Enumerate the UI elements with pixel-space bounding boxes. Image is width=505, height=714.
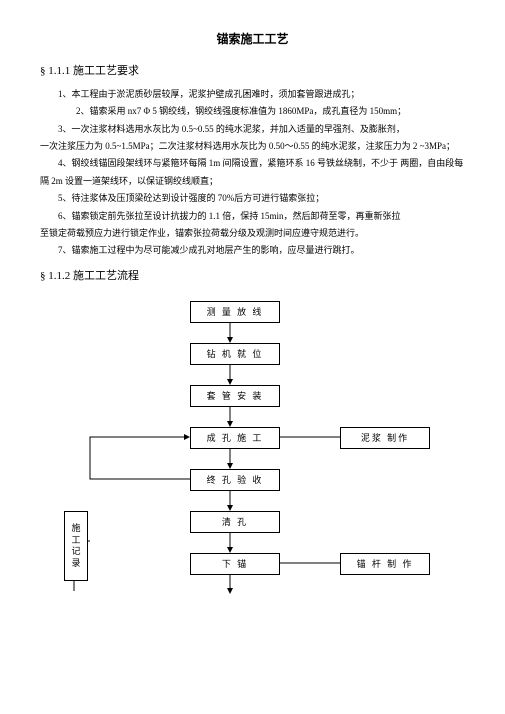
- node-rig: 钻 机 就 位: [190, 343, 280, 365]
- sec1-heading: § 1.1.1 施工工艺要求: [40, 63, 465, 81]
- sec1-p6a: 6、锚索锁定前先张拉至设计抗拔力的 1.1 倍，保持 15min，然后卸荷至零，…: [40, 209, 465, 223]
- sec2-heading: § 1.1.2 施工工艺流程: [40, 268, 465, 286]
- sec1-p3a: 3、一次注浆材料选用水灰比为 0.5~0.55 的纯水泥浆，并加入适量的早强剂、…: [40, 122, 465, 136]
- sec1-p6b: 至锁定荷载预应力进行锁定作业，锚索张拉荷载分级及观测时间应遵守规范进行。: [40, 226, 465, 240]
- node-verify: 终 孔 验 收: [190, 469, 280, 491]
- node-record: 施工记录: [64, 511, 88, 581]
- sec1-p2: 2、锚索采用 nx7 Φ 5 钢绞线，钢绞线强度标准值为 1860MPa，成孔直…: [76, 104, 465, 118]
- flowchart: 测 量 放 线钻 机 就 位套 管 安 装成 孔 施 工终 孔 验 收清 孔下 …: [40, 293, 465, 613]
- node-casing: 套 管 安 装: [190, 385, 280, 407]
- node-anchor-make: 锚 杆 制 作: [340, 553, 430, 575]
- sec1-p5: 5、待注浆体及压顶梁砼达到设计强度的 70%后方可进行锚索张拉；: [40, 191, 465, 205]
- node-measure: 测 量 放 线: [190, 301, 280, 323]
- node-anchor: 下 锚: [190, 553, 280, 575]
- node-hole: 成 孔 施 工: [190, 427, 280, 449]
- node-clean: 清 孔: [190, 511, 280, 533]
- sec1-p1: 1、本工程由于淤泥质砂层较厚，泥浆护壁成孔困难时，须加套管跟进成孔；: [40, 87, 465, 101]
- doc-title: 锚索施工工艺: [40, 30, 465, 49]
- node-slurry: 泥浆 制作: [340, 427, 430, 449]
- sec1-p4b: 隔 2m 设置一道架线环，以保证钢绞线顺直；: [40, 174, 465, 188]
- sec1-p7: 7、锚索施工过程中为尽可能减少成孔对地层产生的影响，应尽量进行跳打。: [40, 243, 465, 257]
- sec1-p3b: 一次注浆压力为 0.5~1.5MPa；二次注浆材料选用水灰比为 0.50～0.5…: [40, 139, 465, 153]
- sec1-p4a: 4、钢绞线锚固段架线环与紧箍环每隔 1m 间隔设置，紧箍环系 16 号铁丝绕制，…: [40, 156, 465, 170]
